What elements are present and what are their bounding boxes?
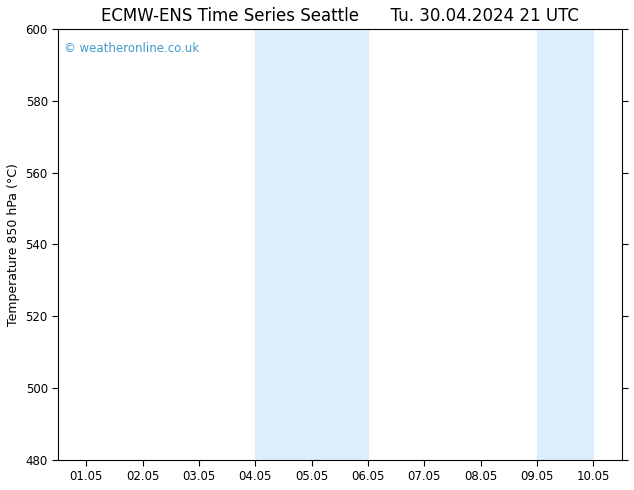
Bar xyxy=(312,29,368,460)
Title: ECMW-ENS Time Series Seattle      Tu. 30.04.2024 21 UTC: ECMW-ENS Time Series Seattle Tu. 30.04.2… xyxy=(101,7,579,25)
Y-axis label: Temperature 850 hPa (°C): Temperature 850 hPa (°C) xyxy=(7,163,20,326)
Bar xyxy=(537,29,593,460)
Bar xyxy=(256,29,312,460)
Text: © weatheronline.co.uk: © weatheronline.co.uk xyxy=(64,42,199,55)
